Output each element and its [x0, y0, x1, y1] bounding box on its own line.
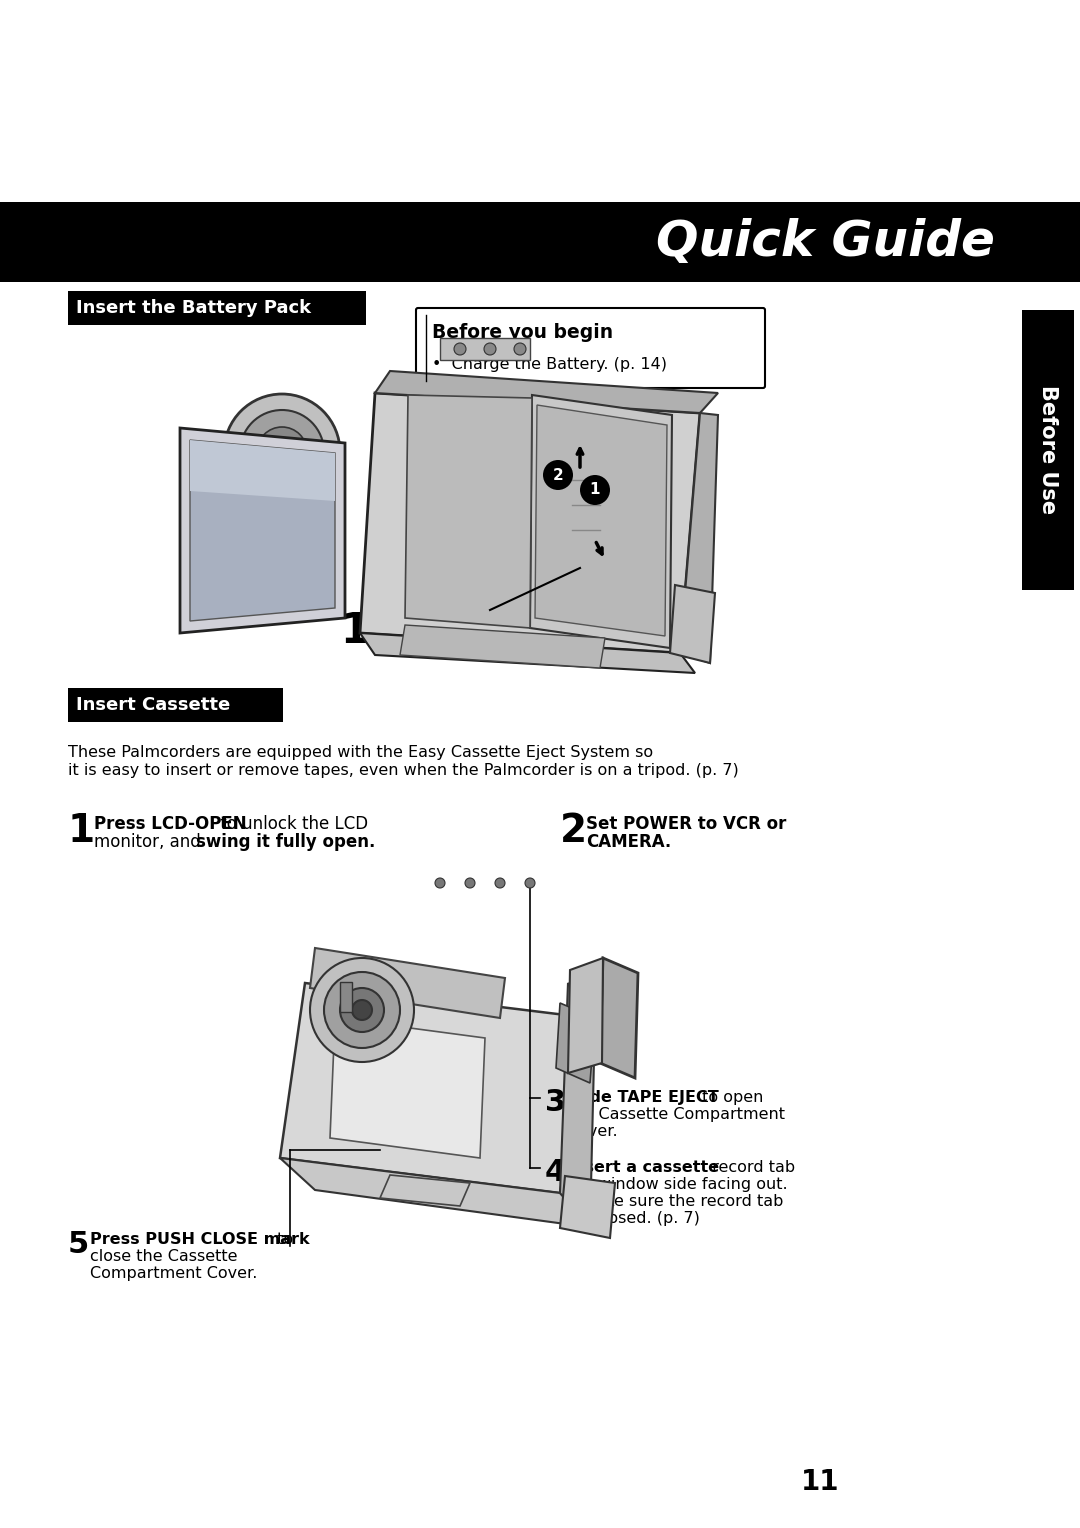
Polygon shape: [180, 428, 345, 633]
Text: 1: 1: [590, 483, 600, 498]
Text: the Cassette Compartment: the Cassette Compartment: [567, 1106, 785, 1122]
Bar: [0, 202, 1080, 283]
Polygon shape: [280, 983, 590, 1193]
Text: up, window side facing out.: up, window side facing out.: [567, 1177, 787, 1192]
Circle shape: [310, 958, 414, 1062]
Text: to open: to open: [697, 1089, 764, 1105]
Text: swing it fully open.: swing it fully open.: [195, 833, 376, 851]
Circle shape: [224, 394, 340, 510]
Text: it is easy to insert or remove tapes, even when the Palmcorder is on a tripod. (: it is easy to insert or remove tapes, ev…: [68, 762, 739, 778]
Text: Compartment Cover.: Compartment Cover.: [90, 1267, 257, 1280]
Circle shape: [240, 410, 324, 494]
Text: •  Charge the Battery. (p. 14): • Charge the Battery. (p. 14): [432, 358, 667, 373]
Circle shape: [270, 440, 294, 465]
Bar: [440, 338, 530, 361]
Text: record tab: record tab: [707, 1160, 795, 1175]
Polygon shape: [561, 1177, 615, 1238]
Polygon shape: [670, 585, 715, 663]
Text: Insert Cassette: Insert Cassette: [76, 695, 230, 714]
Text: Press PUSH CLOSE mark: Press PUSH CLOSE mark: [90, 1232, 310, 1247]
Text: 4: 4: [545, 1158, 566, 1187]
Text: Quick Guide: Quick Guide: [657, 219, 995, 266]
Polygon shape: [360, 633, 696, 672]
Text: 11: 11: [800, 1468, 839, 1496]
Polygon shape: [190, 440, 335, 620]
Circle shape: [454, 342, 465, 354]
Text: 1: 1: [340, 610, 369, 652]
Text: 1: 1: [68, 811, 95, 850]
Polygon shape: [375, 371, 718, 413]
Polygon shape: [380, 1175, 470, 1206]
Polygon shape: [530, 396, 672, 648]
Polygon shape: [280, 1158, 595, 1229]
Text: close the Cassette: close the Cassette: [90, 1248, 238, 1264]
Circle shape: [484, 342, 496, 354]
Polygon shape: [310, 947, 505, 1018]
Text: monitor, and: monitor, and: [94, 833, 206, 851]
Polygon shape: [680, 413, 718, 663]
Text: 2: 2: [553, 468, 564, 483]
Bar: [68, 290, 366, 325]
Text: • Make sure the record tab: • Make sure the record tab: [567, 1193, 783, 1209]
Polygon shape: [568, 958, 603, 1073]
Text: Slide TAPE EJECT: Slide TAPE EJECT: [567, 1089, 719, 1105]
Text: to: to: [272, 1232, 293, 1247]
Bar: [68, 688, 283, 723]
Circle shape: [543, 460, 573, 490]
Polygon shape: [561, 983, 595, 1229]
Text: it up until it locks with a click.: it up until it locks with a click.: [370, 633, 629, 649]
Polygon shape: [330, 1018, 485, 1158]
Polygon shape: [600, 958, 638, 1077]
Text: These Palmcorders are equipped with the Easy Cassette Eject System so: These Palmcorders are equipped with the …: [68, 746, 653, 759]
Text: Insert the Battery Pack: Insert the Battery Pack: [76, 299, 311, 316]
Polygon shape: [556, 1002, 595, 1083]
Text: 3: 3: [545, 1088, 566, 1117]
Circle shape: [352, 999, 372, 1021]
Text: Press LCD-OPEN: Press LCD-OPEN: [94, 814, 246, 833]
Circle shape: [525, 879, 535, 888]
Text: CAMERA.: CAMERA.: [586, 833, 672, 851]
Polygon shape: [360, 393, 700, 652]
Text: to unlock the LCD: to unlock the LCD: [215, 814, 368, 833]
Circle shape: [340, 989, 384, 1031]
Text: is closed. (p. 7): is closed. (p. 7): [567, 1212, 700, 1225]
Polygon shape: [190, 440, 335, 501]
Circle shape: [580, 475, 610, 504]
Text: Before Use: Before Use: [1038, 385, 1058, 515]
Circle shape: [495, 879, 505, 888]
Text: 2: 2: [561, 811, 588, 850]
Bar: [340, 983, 352, 1012]
Text: Insert the Battery Pack: Insert the Battery Pack: [370, 614, 597, 633]
Circle shape: [435, 879, 445, 888]
Text: Set POWER to VCR or: Set POWER to VCR or: [586, 814, 786, 833]
Circle shape: [465, 879, 475, 888]
Circle shape: [324, 972, 400, 1048]
Circle shape: [257, 426, 307, 477]
Text: and slide: and slide: [564, 614, 649, 633]
Text: Cover.: Cover.: [567, 1125, 618, 1138]
Circle shape: [514, 342, 526, 354]
Bar: [1022, 310, 1074, 590]
Text: Before you begin: Before you begin: [432, 322, 613, 341]
FancyBboxPatch shape: [416, 309, 765, 388]
Polygon shape: [400, 625, 605, 668]
Text: Insert a cassette: Insert a cassette: [567, 1160, 719, 1175]
Polygon shape: [535, 405, 667, 636]
Text: 5: 5: [68, 1230, 90, 1259]
Polygon shape: [405, 396, 532, 628]
